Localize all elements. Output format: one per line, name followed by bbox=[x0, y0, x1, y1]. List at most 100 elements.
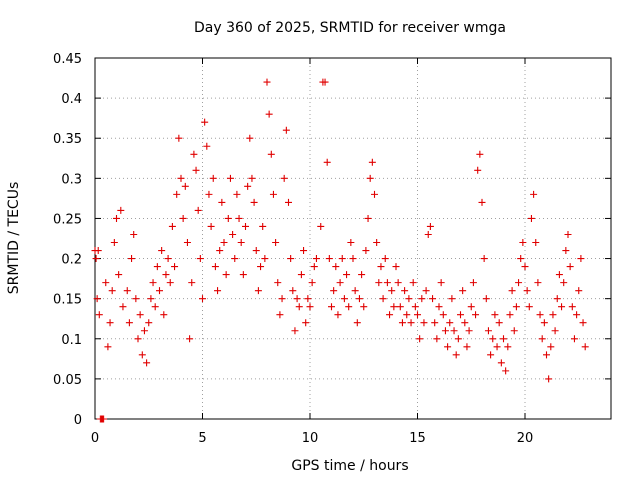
data-point bbox=[461, 319, 469, 327]
data-point bbox=[577, 255, 585, 263]
data-point bbox=[336, 279, 344, 287]
x-tick-label: 5 bbox=[198, 431, 206, 446]
data-point bbox=[220, 239, 228, 247]
data-point bbox=[328, 303, 335, 311]
data-point bbox=[347, 239, 355, 247]
data-point bbox=[441, 327, 449, 335]
data-point bbox=[360, 303, 368, 311]
data-point bbox=[233, 190, 241, 198]
data-point bbox=[515, 279, 523, 287]
data-point bbox=[149, 279, 157, 287]
data-point bbox=[463, 343, 471, 351]
y-tick-label: 0.4 bbox=[61, 92, 82, 107]
data-point bbox=[115, 271, 123, 279]
y-tick-label: 0.1 bbox=[61, 333, 82, 348]
data-point bbox=[106, 319, 114, 327]
data-point bbox=[117, 206, 125, 214]
data-point bbox=[444, 343, 452, 351]
data-point bbox=[573, 311, 581, 319]
data-point bbox=[553, 295, 561, 303]
data-point bbox=[153, 263, 161, 271]
data-point bbox=[422, 287, 430, 295]
data-point bbox=[136, 311, 144, 319]
data-point bbox=[235, 214, 243, 222]
data-point bbox=[125, 319, 133, 327]
data-point bbox=[390, 303, 398, 311]
data-point bbox=[534, 279, 542, 287]
data-point bbox=[540, 319, 548, 327]
data-point bbox=[242, 222, 249, 230]
y-axis-label: SRMTID / TECUs bbox=[6, 182, 22, 295]
data-point bbox=[108, 287, 116, 295]
data-point bbox=[183, 239, 191, 247]
data-point bbox=[177, 174, 185, 182]
data-point bbox=[231, 255, 239, 263]
data-point bbox=[388, 287, 396, 295]
data-point bbox=[269, 190, 277, 198]
data-point bbox=[527, 214, 535, 222]
data-point bbox=[257, 263, 265, 271]
data-point bbox=[138, 351, 146, 359]
y-tick-label: 0.05 bbox=[53, 373, 82, 388]
data-point bbox=[502, 367, 510, 375]
data-point bbox=[469, 279, 477, 287]
data-point bbox=[209, 174, 217, 182]
data-point bbox=[312, 255, 320, 263]
data-point bbox=[110, 239, 118, 247]
data-point bbox=[371, 190, 378, 198]
data-point bbox=[416, 335, 424, 343]
data-point bbox=[156, 287, 163, 295]
data-point bbox=[175, 134, 183, 142]
data-point bbox=[480, 255, 488, 263]
data-point bbox=[500, 335, 507, 343]
data-point bbox=[310, 263, 318, 271]
data-point bbox=[323, 158, 331, 166]
data-point bbox=[297, 271, 305, 279]
data-point bbox=[420, 319, 428, 327]
data-point bbox=[94, 247, 102, 255]
y-tick-label: 0.35 bbox=[53, 132, 82, 147]
data-point bbox=[188, 279, 196, 287]
data-point bbox=[497, 359, 505, 367]
data-point bbox=[179, 214, 187, 222]
data-point bbox=[92, 255, 100, 263]
data-point bbox=[545, 375, 553, 383]
data-point bbox=[274, 279, 282, 287]
ticks bbox=[94, 57, 611, 420]
data-point bbox=[424, 230, 432, 238]
data-point bbox=[123, 287, 131, 295]
data-point bbox=[104, 343, 112, 351]
data-point bbox=[429, 295, 437, 303]
data-point bbox=[119, 303, 127, 311]
data-point bbox=[224, 214, 232, 222]
data-point bbox=[158, 247, 166, 255]
data-point bbox=[334, 311, 342, 319]
data-point bbox=[403, 311, 411, 319]
data-point bbox=[140, 327, 148, 335]
data-point bbox=[226, 174, 234, 182]
data-point bbox=[381, 255, 389, 263]
data-point bbox=[201, 118, 209, 126]
data-point bbox=[373, 239, 381, 247]
data-point bbox=[340, 295, 348, 303]
data-point bbox=[568, 303, 576, 311]
data-point bbox=[581, 343, 589, 351]
data-point bbox=[306, 303, 314, 311]
data-point bbox=[207, 222, 215, 230]
data-point bbox=[375, 279, 383, 287]
data-point bbox=[506, 311, 514, 319]
data-point bbox=[160, 311, 168, 319]
data-point bbox=[291, 327, 299, 335]
data-point bbox=[489, 335, 497, 343]
x-tick-labels: 0 5 10 15 20 bbox=[91, 431, 533, 446]
data-point bbox=[345, 303, 353, 311]
data-point bbox=[289, 287, 297, 295]
data-point bbox=[358, 271, 366, 279]
y-tick-label: 0.15 bbox=[53, 293, 82, 308]
data-point bbox=[467, 303, 475, 311]
y-tick-label: 0.25 bbox=[53, 212, 82, 227]
data-point bbox=[558, 303, 566, 311]
data-point bbox=[435, 303, 443, 311]
data-point bbox=[282, 126, 290, 134]
data-point bbox=[293, 295, 301, 303]
